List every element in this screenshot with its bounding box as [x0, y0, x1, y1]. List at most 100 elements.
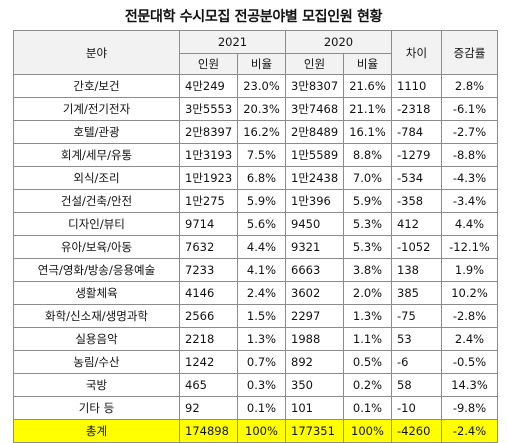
cell-diff: -2318	[391, 97, 442, 121]
cell-count-2020: 1만5589	[285, 143, 344, 167]
cell-count-2021: 92	[179, 396, 238, 420]
header-diff: 차이	[391, 30, 442, 75]
cell-ratio-2020: 21.1%	[343, 97, 392, 121]
cell-field: 유아/보육/아동	[13, 235, 180, 259]
cell-ratio-2021: 2.4%	[237, 281, 286, 305]
cell-ratio-2021: 0.1%	[237, 396, 286, 420]
cell-ratio-2020: 3.8%	[343, 258, 392, 282]
cell-rate: -2.7%	[441, 120, 498, 144]
recruitment-table: 분야 2021 2020 차이 증감률 인원 비율 인원 비율 간호/보건 4만2…	[13, 30, 498, 443]
cell-diff: -75	[391, 304, 442, 328]
cell-count-2021: 1만275	[179, 189, 238, 213]
table-row: 회계/세무/유통 1만3193 7.5% 1만5589 8.8% -1279 -8.8%	[13, 143, 498, 167]
cell-count-2020: 3만8307	[285, 74, 344, 98]
cell-count-2021: 7632	[179, 235, 238, 259]
cell-ratio-2020: 8.8%	[343, 143, 392, 167]
cell-diff: -534	[391, 166, 442, 190]
header-count-2020: 인원	[285, 53, 344, 75]
cell-field: 실용음악	[13, 327, 180, 351]
cell-diff: 138	[391, 258, 442, 282]
cell-field: 연극/영화/방송/응용예술	[13, 258, 180, 282]
cell-rate: 4.4%	[441, 212, 498, 236]
cell-count-2021: 2566	[179, 304, 238, 328]
header-field: 분야	[13, 30, 180, 75]
table-row: 호텔/관광 2만8397 16.2% 2만8489 16.1% -784 -2.7%	[13, 120, 498, 144]
cell-ratio-2020: 16.1%	[343, 120, 392, 144]
cell-ratio-2020: 0.2%	[343, 373, 392, 397]
table-row: 화학/신소재/생명과학 2566 1.5% 2297 1.3% -75 -2.8%	[13, 304, 498, 328]
total-label: 총계	[13, 419, 180, 443]
cell-count-2021: 1만1923	[179, 166, 238, 190]
cell-count-2020: 2297	[285, 304, 344, 328]
cell-diff: 1110	[391, 74, 442, 98]
table-row: 외식/조리 1만1923 6.8% 1만2438 7.0% -534 -4.3%	[13, 166, 498, 190]
cell-ratio-2020: 1.3%	[343, 304, 392, 328]
cell-ratio-2020: 5.3%	[343, 235, 392, 259]
cell-count-2020: 6663	[285, 258, 344, 282]
cell-ratio-2021: 20.3%	[237, 97, 286, 121]
cell-field: 건설/건축/안전	[13, 189, 180, 213]
cell-diff: 385	[391, 281, 442, 305]
table-row: 농림/수산 1242 0.7% 892 0.5% -6 -0.5%	[13, 350, 498, 374]
cell-count-2020: 101	[285, 396, 344, 420]
cell-count-2020: 1만2438	[285, 166, 344, 190]
cell-count-2021: 1만3193	[179, 143, 238, 167]
cell-ratio-2020: 2.0%	[343, 281, 392, 305]
cell-ratio-2021: 7.5%	[237, 143, 286, 167]
cell-count-2020: 2만8489	[285, 120, 344, 144]
cell-rate: 2.8%	[441, 74, 498, 98]
total-count-2021: 174898	[179, 419, 238, 443]
total-ratio-2020: 100%	[343, 419, 392, 443]
cell-diff: -358	[391, 189, 442, 213]
cell-count-2020: 1만396	[285, 189, 344, 213]
cell-count-2021: 2218	[179, 327, 238, 351]
cell-field: 외식/조리	[13, 166, 180, 190]
cell-count-2021: 7233	[179, 258, 238, 282]
cell-ratio-2020: 0.1%	[343, 396, 392, 420]
cell-count-2020: 1988	[285, 327, 344, 351]
header-ratio-2020: 비율	[343, 53, 392, 75]
cell-count-2020: 9321	[285, 235, 344, 259]
cell-field: 회계/세무/유통	[13, 143, 180, 167]
cell-rate: 14.3%	[441, 373, 498, 397]
cell-field: 기타 등	[13, 396, 180, 420]
table-row: 기타 등 92 0.1% 101 0.1% -10 -9.8%	[13, 396, 498, 420]
cell-count-2020: 3602	[285, 281, 344, 305]
total-rate: -2.4%	[441, 419, 498, 443]
cell-rate: 10.2%	[441, 281, 498, 305]
cell-field: 생활체육	[13, 281, 180, 305]
cell-count-2020: 892	[285, 350, 344, 374]
cell-count-2021: 4146	[179, 281, 238, 305]
total-row: 총계 174898 100% 177351 100% -4260 -2.4%	[13, 419, 498, 443]
cell-count-2021: 465	[179, 373, 238, 397]
cell-rate: -3.4%	[441, 189, 498, 213]
table-row: 유아/보육/아동 7632 4.4% 9321 5.3% -1052 -12.1%	[13, 235, 498, 259]
cell-field: 간호/보건	[13, 74, 180, 98]
cell-rate: 2.4%	[441, 327, 498, 351]
page-title: 전문대학 수시모집 전공분야별 모집인원 현황	[124, 9, 383, 25]
cell-field: 농림/수산	[13, 350, 180, 374]
header-ratio-2021: 비율	[237, 53, 286, 75]
table-row: 생활체육 4146 2.4% 3602 2.0% 385 10.2%	[13, 281, 498, 305]
cell-rate: -8.8%	[441, 143, 498, 167]
cell-ratio-2021: 5.6%	[237, 212, 286, 236]
cell-diff: -1279	[391, 143, 442, 167]
header-year-2021: 2021	[179, 30, 286, 54]
cell-rate: -9.8%	[441, 396, 498, 420]
cell-field: 국방	[13, 373, 180, 397]
cell-ratio-2020: 1.1%	[343, 327, 392, 351]
cell-field: 화학/신소재/생명과학	[13, 304, 180, 328]
cell-diff: 53	[391, 327, 442, 351]
cell-ratio-2020: 21.6%	[343, 74, 392, 98]
table-row: 기계/전기전자 3만5553 20.3% 3만7468 21.1% -2318 -6.1%	[13, 97, 498, 121]
total-diff: -4260	[391, 419, 442, 443]
cell-ratio-2021: 4.4%	[237, 235, 286, 259]
cell-ratio-2021: 5.9%	[237, 189, 286, 213]
cell-ratio-2020: 5.3%	[343, 212, 392, 236]
cell-diff: -784	[391, 120, 442, 144]
cell-ratio-2020: 5.9%	[343, 189, 392, 213]
cell-count-2021: 3만5553	[179, 97, 238, 121]
cell-rate: -12.1%	[441, 235, 498, 259]
cell-diff: 58	[391, 373, 442, 397]
cell-count-2021: 2만8397	[179, 120, 238, 144]
